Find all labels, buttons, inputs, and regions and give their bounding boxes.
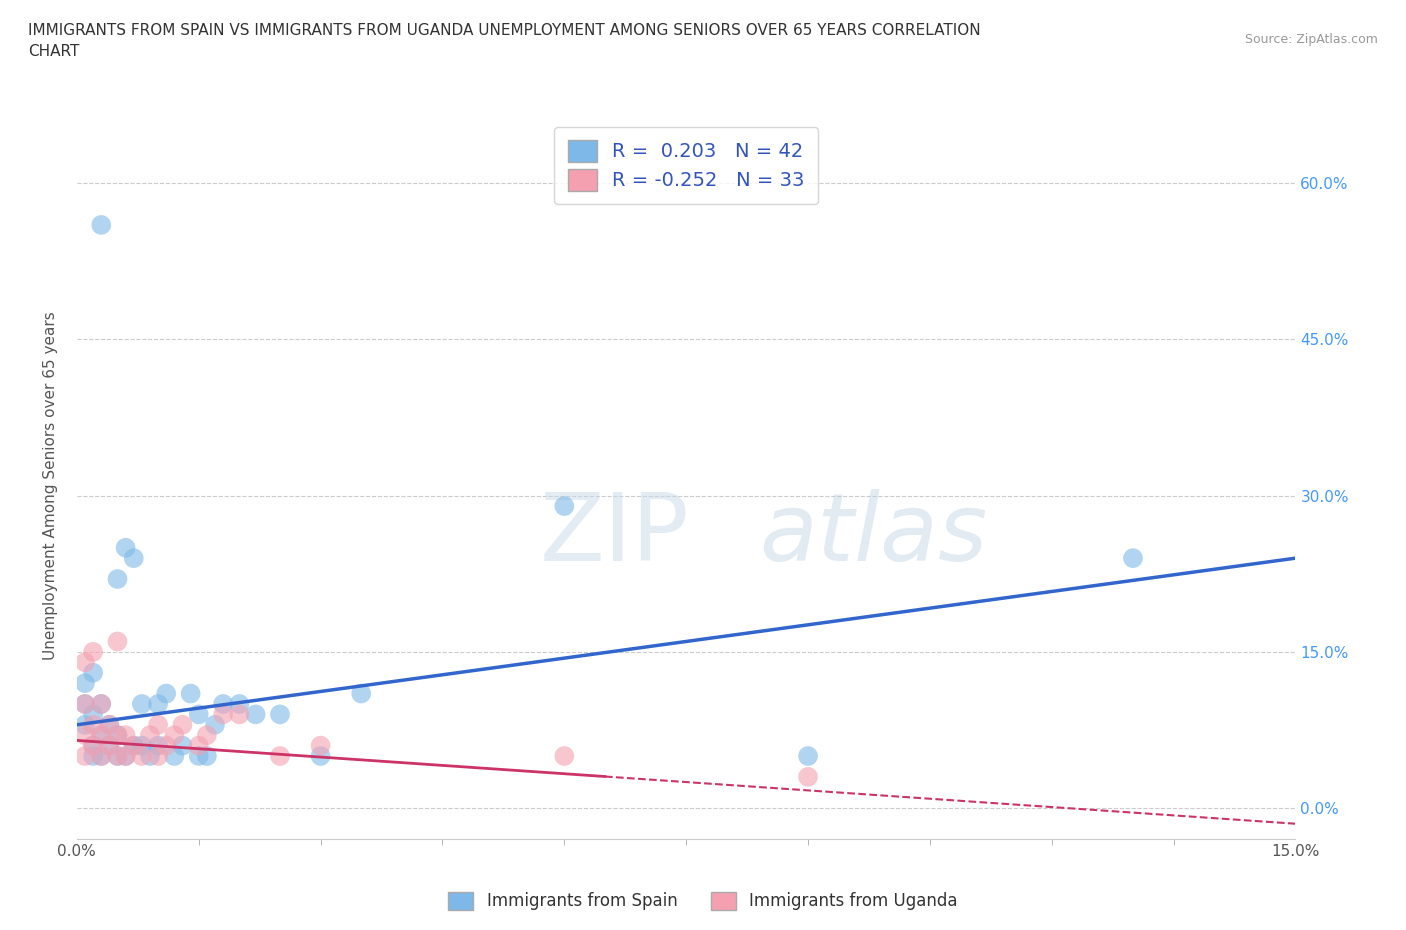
Point	[90, 697, 112, 711]
Text: atlas: atlas	[759, 489, 987, 580]
Point	[107, 728, 129, 743]
Point	[553, 749, 575, 764]
Point	[90, 218, 112, 232]
Point	[82, 644, 104, 659]
Point	[212, 707, 235, 722]
Legend: R =  0.203   N = 42, R = -0.252   N = 33: R = 0.203 N = 42, R = -0.252 N = 33	[554, 126, 818, 205]
Point	[228, 697, 250, 711]
Point	[90, 697, 112, 711]
Point	[139, 749, 162, 764]
Point	[114, 749, 136, 764]
Point	[212, 697, 235, 711]
Point	[204, 717, 226, 732]
Point	[73, 728, 96, 743]
Point	[82, 707, 104, 722]
Point	[187, 749, 209, 764]
Point	[90, 749, 112, 764]
Point	[172, 738, 194, 753]
Point	[107, 749, 129, 764]
Point	[82, 749, 104, 764]
Point	[187, 707, 209, 722]
Point	[180, 686, 202, 701]
Point	[122, 738, 145, 753]
Point	[82, 717, 104, 732]
Point	[195, 728, 218, 743]
Point	[98, 738, 121, 753]
Point	[90, 749, 112, 764]
Point	[114, 728, 136, 743]
Point	[163, 749, 186, 764]
Point	[73, 717, 96, 732]
Point	[107, 634, 129, 649]
Point	[797, 749, 820, 764]
Point	[82, 738, 104, 753]
Point	[228, 707, 250, 722]
Text: Source: ZipAtlas.com: Source: ZipAtlas.com	[1244, 33, 1378, 46]
Point	[309, 738, 332, 753]
Point	[82, 665, 104, 680]
Text: IMMIGRANTS FROM SPAIN VS IMMIGRANTS FROM UGANDA UNEMPLOYMENT AMONG SENIORS OVER : IMMIGRANTS FROM SPAIN VS IMMIGRANTS FROM…	[28, 23, 981, 60]
Point	[1122, 551, 1144, 565]
Point	[73, 655, 96, 670]
Point	[269, 749, 291, 764]
Point	[90, 728, 112, 743]
Point	[122, 551, 145, 565]
Point	[187, 738, 209, 753]
Point	[163, 728, 186, 743]
Point	[139, 728, 162, 743]
Point	[98, 717, 121, 732]
Point	[553, 498, 575, 513]
Point	[797, 769, 820, 784]
Point	[131, 697, 153, 711]
Point	[131, 738, 153, 753]
Point	[131, 749, 153, 764]
Point	[146, 749, 169, 764]
Point	[98, 738, 121, 753]
Point	[73, 697, 96, 711]
Point	[172, 717, 194, 732]
Point	[269, 707, 291, 722]
Point	[114, 749, 136, 764]
Text: ZIP: ZIP	[540, 489, 689, 581]
Point	[350, 686, 373, 701]
Point	[82, 738, 104, 753]
Point	[146, 738, 169, 753]
Point	[195, 749, 218, 764]
Point	[146, 717, 169, 732]
Point	[73, 697, 96, 711]
Point	[114, 540, 136, 555]
Point	[73, 749, 96, 764]
Y-axis label: Unemployment Among Seniors over 65 years: Unemployment Among Seniors over 65 years	[44, 311, 58, 659]
Point	[73, 676, 96, 691]
Point	[155, 686, 177, 701]
Point	[245, 707, 267, 722]
Point	[90, 728, 112, 743]
Legend: Immigrants from Spain, Immigrants from Uganda: Immigrants from Spain, Immigrants from U…	[441, 885, 965, 917]
Point	[107, 728, 129, 743]
Point	[146, 697, 169, 711]
Point	[98, 717, 121, 732]
Point	[122, 738, 145, 753]
Point	[107, 572, 129, 587]
Point	[155, 738, 177, 753]
Point	[309, 749, 332, 764]
Point	[107, 749, 129, 764]
